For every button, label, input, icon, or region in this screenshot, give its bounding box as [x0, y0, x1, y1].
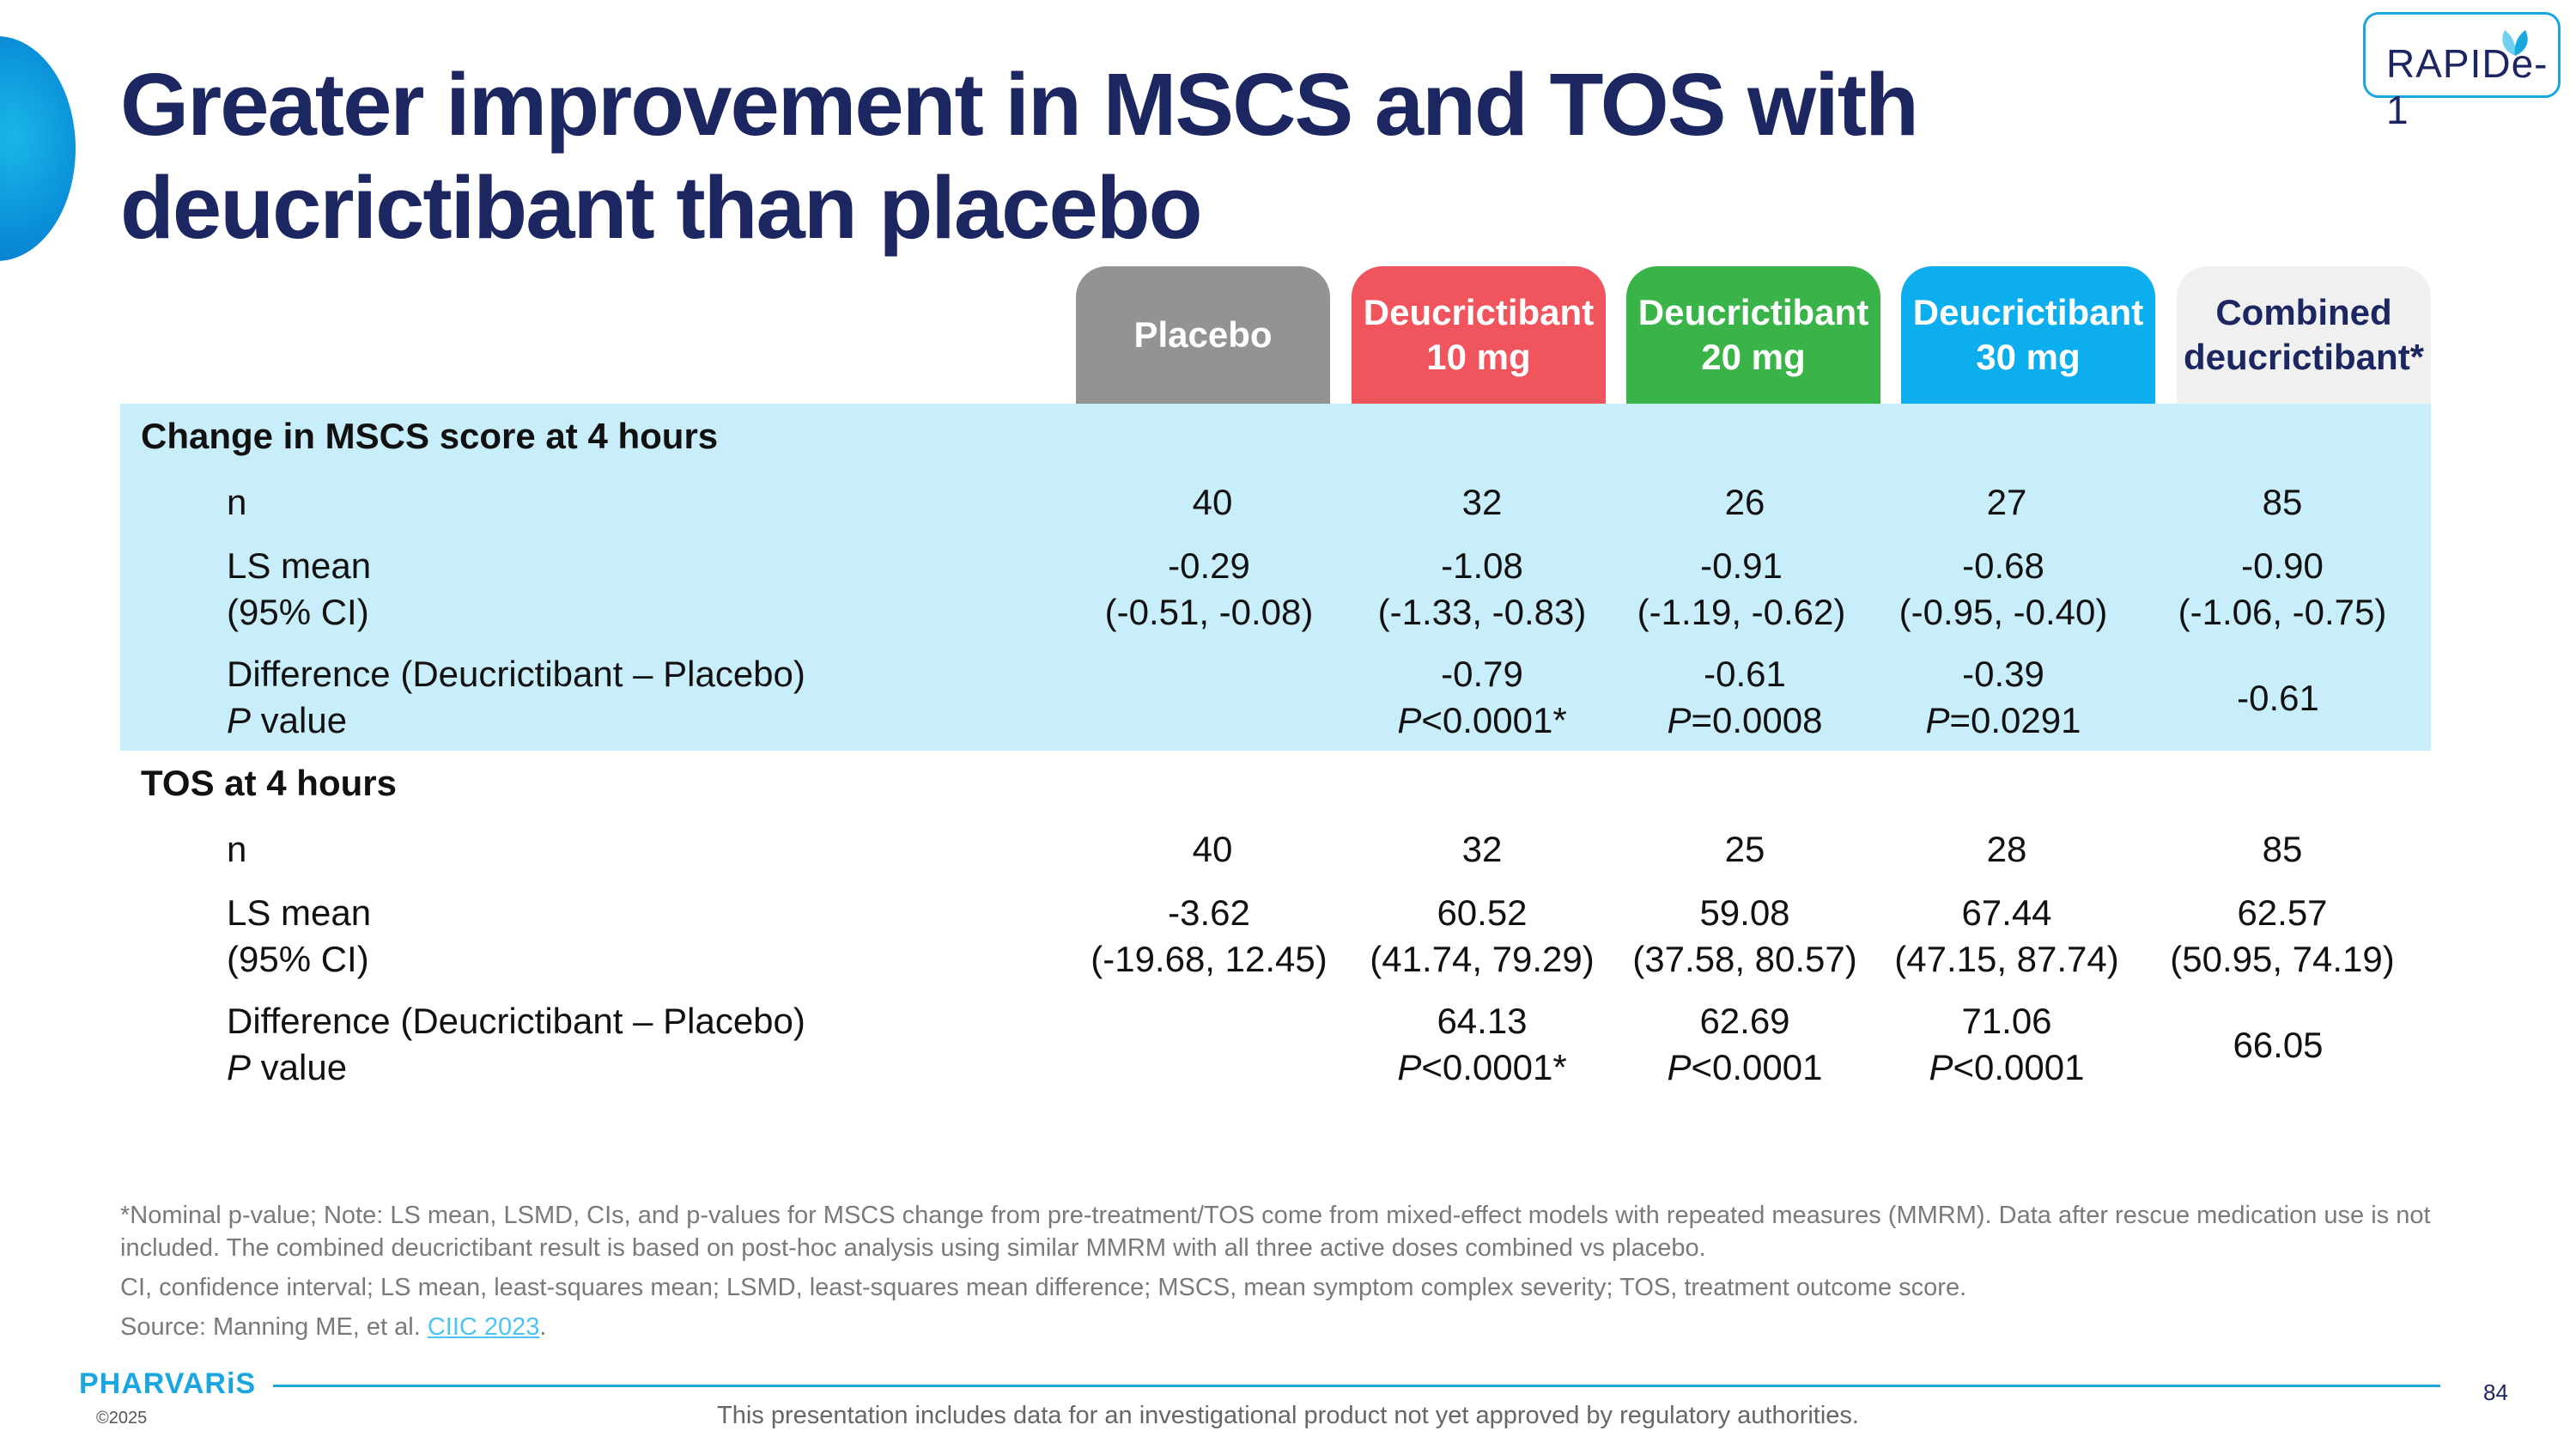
mscs-lsmean-label: LS mean (95% CI): [227, 545, 372, 632]
mscs-lsmean-20mg: -0.91 (-1.19, -0.62): [1637, 545, 1846, 632]
tos-difference-combined: 66.05: [2233, 1025, 2324, 1065]
tos-n-label: n: [227, 829, 247, 869]
column-header-10mg: Deucrictibant 10 mg: [1352, 266, 1606, 404]
footnote-methods: *Nominal p-value; Note: LS mean, LSMD, C…: [120, 1202, 2431, 1262]
mscs-n-20mg: 26: [1724, 482, 1765, 522]
slide-title: Greater improvement in MSCS and TOS with…: [120, 55, 1919, 257]
tos-lsmean-combined: 62.57 (50.95, 74.19): [2170, 892, 2395, 979]
leaf-icon: [2502, 30, 2528, 56]
mscs-lsmean-10mg: -1.08 (-1.33, -0.83): [1377, 545, 1587, 632]
column-header-placebo: Placebo: [1076, 266, 1330, 404]
tos-section-title: TOS at 4 hours: [141, 763, 397, 803]
tos-n-10mg: 32: [1461, 829, 1503, 869]
mscs-lsmean-30mg: -0.68 (-0.95, -0.40): [1899, 545, 2108, 632]
column-header-20mg: Deucrictibant 20 mg: [1626, 266, 1880, 404]
copyright: ©2025: [96, 1409, 148, 1428]
mscs-difference-20mg: -0.61 P=0.0008: [1667, 654, 1823, 740]
tos-difference-label: Difference (Deucrictibant – Placebo) P v…: [227, 1001, 805, 1087]
tos-n-30mg: 28: [1986, 829, 2027, 869]
tos-difference-10mg: 64.13 P<0.0001*: [1397, 1001, 1567, 1087]
tos-n-placebo: 40: [1192, 829, 1233, 869]
mscs-n-label: n: [227, 482, 247, 522]
tos-difference-30mg: 71.06 P<0.0001: [1929, 1001, 2085, 1087]
tos-n-20mg: 25: [1724, 829, 1765, 869]
mscs-difference-label: Difference (Deucrictibant – Placebo) P v…: [227, 654, 805, 740]
footer-divider: [273, 1385, 2440, 1387]
mscs-difference-combined: -0.61: [2237, 678, 2319, 718]
rapide-logo: RAPIDe-1: [2363, 12, 2561, 132]
pharvaris-logo: PHARVARiS: [79, 1367, 257, 1400]
mscs-lsmean-combined: -0.90 (-1.06, -0.75): [2178, 545, 2387, 632]
source-link[interactable]: CIIC 2023: [427, 1313, 540, 1341]
column-header-combined: Combined deucrictibant*: [2177, 266, 2431, 404]
corner-decoration: [0, 36, 76, 261]
footer-disclaimer: This presentation includes data for an i…: [717, 1402, 1859, 1429]
tos-lsmean-placebo: -3.62 (-19.68, 12.45): [1091, 892, 1327, 979]
tos-lsmean-10mg: 60.52 (41.74, 79.29): [1370, 892, 1595, 979]
tos-n-combined: 85: [2262, 829, 2303, 869]
tos-lsmean-30mg: 67.44 (47.15, 87.74): [1894, 892, 2119, 979]
mscs-n-30mg: 27: [1986, 482, 2027, 522]
mscs-difference-10mg: -0.79 P<0.0001*: [1397, 654, 1567, 740]
page-number: 84: [2483, 1379, 2508, 1405]
column-header-30mg: Deucrictibant 30 mg: [1901, 266, 2155, 404]
mscs-lsmean-placebo: -0.29 (-0.51, -0.08): [1104, 545, 1314, 632]
footnote-source: Source: Manning ME, et al. CIIC 2023.: [120, 1313, 547, 1341]
tos-lsmean-label: LS mean (95% CI): [227, 892, 372, 979]
mscs-difference-30mg: -0.39 P=0.0291: [1925, 654, 2081, 740]
tos-lsmean-20mg: 59.08 (37.58, 80.57): [1632, 892, 1857, 979]
mscs-section-band: [120, 404, 2431, 751]
mscs-section-title: Change in MSCS score at 4 hours: [141, 416, 719, 456]
mscs-n-combined: 85: [2262, 482, 2303, 522]
tos-difference-20mg: 62.69 P<0.0001: [1667, 1001, 1823, 1087]
mscs-n-10mg: 32: [1461, 482, 1503, 522]
footnote-abbreviations: CI, confidence interval; LS mean, least-…: [120, 1274, 1967, 1301]
mscs-n-placebo: 40: [1192, 482, 1233, 522]
